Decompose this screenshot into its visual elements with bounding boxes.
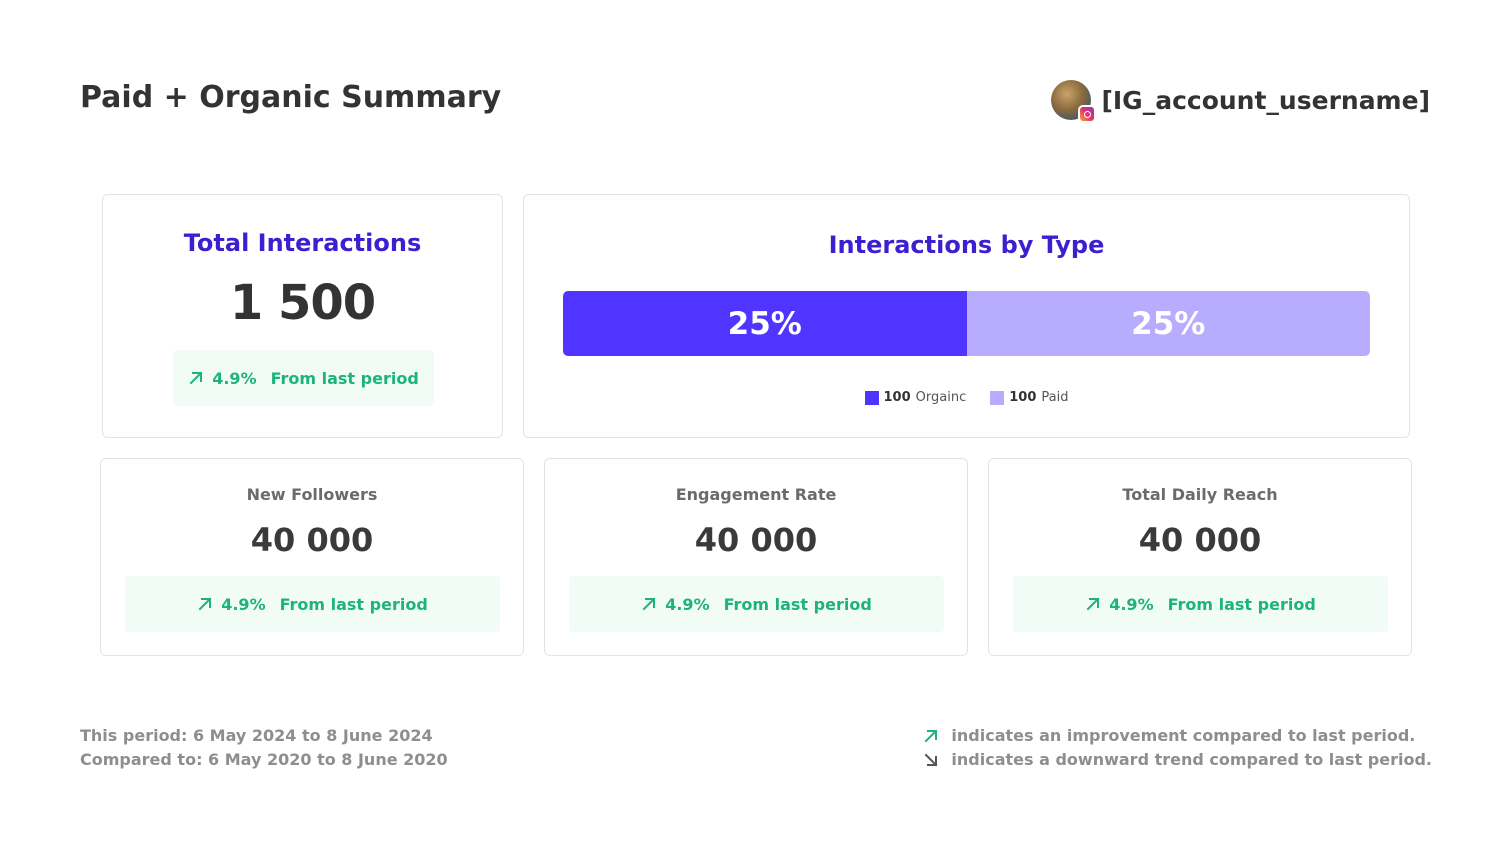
metric-value: 40 000 — [1138, 521, 1262, 559]
bar-segment-paid: 25% — [966, 291, 1370, 356]
compared-to: Compared to: 6 May 2020 to 8 June 2020 — [80, 750, 448, 769]
trend-legend-up: indicates an improvement compared to las… — [923, 724, 1432, 748]
legend-count: 100 — [883, 390, 911, 405]
trend-label: From last period — [270, 368, 419, 388]
account-username: [IG_account_username] — [1101, 85, 1430, 115]
arrow-up-right-icon — [198, 597, 212, 611]
metric-value: 40 000 — [250, 521, 374, 559]
metric-label: New Followers — [246, 485, 378, 504]
trend-legend-up-text: indicates an improvement compared to las… — [951, 726, 1416, 745]
trend-legend-down: indicates a downward trend compared to l… — [923, 748, 1432, 772]
trend-percent: 4.9% — [212, 368, 257, 388]
total-interactions-value: 1 500 — [229, 275, 376, 331]
legend-label: Orgainc — [915, 390, 967, 405]
avatar — [1051, 80, 1097, 123]
trend-badge: 4.9% From last period — [173, 350, 434, 406]
trend-legend-down-text: indicates a downward trend compared to l… — [951, 750, 1432, 769]
card-heading: Interactions by Type — [828, 231, 1105, 259]
trend-percent: 4.9% — [1109, 594, 1154, 614]
card-heading: Total Interactions — [183, 229, 422, 257]
engagement-rate-card: Engagement Rate 40 000 4.9% From last pe… — [544, 458, 968, 656]
interactions-by-type-card: Interactions by Type 25% 25% 100 Orgainc… — [523, 194, 1410, 438]
legend-label: Paid — [1041, 390, 1069, 405]
arrow-up-right-icon — [925, 729, 938, 743]
page-title: Paid + Organic Summary — [80, 80, 502, 115]
bar-segment-organic: 25% — [563, 291, 967, 356]
total-interactions-card: Total Interactions 1 500 4.9% From last … — [102, 194, 503, 438]
this-period: This period: 6 May 2024 to 8 June 2024 — [80, 726, 433, 745]
trend-percent: 4.9% — [665, 594, 710, 614]
legend-item-organic: 100 Orgainc — [864, 390, 967, 405]
stacked-bar: 25% 25% — [563, 291, 1370, 356]
new-followers-card: New Followers 40 000 4.9% From last peri… — [100, 458, 524, 656]
chart-legend: 100 Orgainc 100 Paid — [524, 390, 1409, 405]
trend-percent: 4.9% — [221, 594, 266, 614]
metric-value: 40 000 — [694, 521, 818, 559]
metric-label: Total Daily Reach — [1122, 485, 1278, 504]
trend-label: From last period — [279, 594, 428, 614]
arrow-down-right-icon — [925, 753, 938, 767]
trend-legend: indicates an improvement compared to las… — [923, 724, 1432, 772]
legend-swatch — [864, 390, 879, 405]
trend-badge: 4.9% From last period — [569, 576, 944, 632]
period-info: This period: 6 May 2024 to 8 June 2024 C… — [80, 724, 448, 772]
arrow-up-right-icon — [189, 371, 203, 385]
trend-label: From last period — [1167, 594, 1316, 614]
arrow-up-right-icon — [1086, 597, 1100, 611]
legend-item-paid: 100 Paid — [990, 390, 1068, 405]
account-badge[interactable]: [IG_account_username] — [1051, 80, 1430, 123]
total-daily-reach-card: Total Daily Reach 40 000 4.9% From last … — [988, 458, 1412, 656]
trend-badge: 4.9% From last period — [125, 576, 500, 632]
metric-label: Engagement Rate — [675, 485, 837, 504]
arrow-up-right-icon — [642, 597, 656, 611]
trend-badge: 4.9% From last period — [1013, 576, 1388, 632]
legend-count: 100 — [1009, 390, 1037, 405]
legend-swatch — [990, 390, 1005, 405]
trend-label: From last period — [723, 594, 872, 614]
instagram-icon — [1078, 105, 1097, 123]
